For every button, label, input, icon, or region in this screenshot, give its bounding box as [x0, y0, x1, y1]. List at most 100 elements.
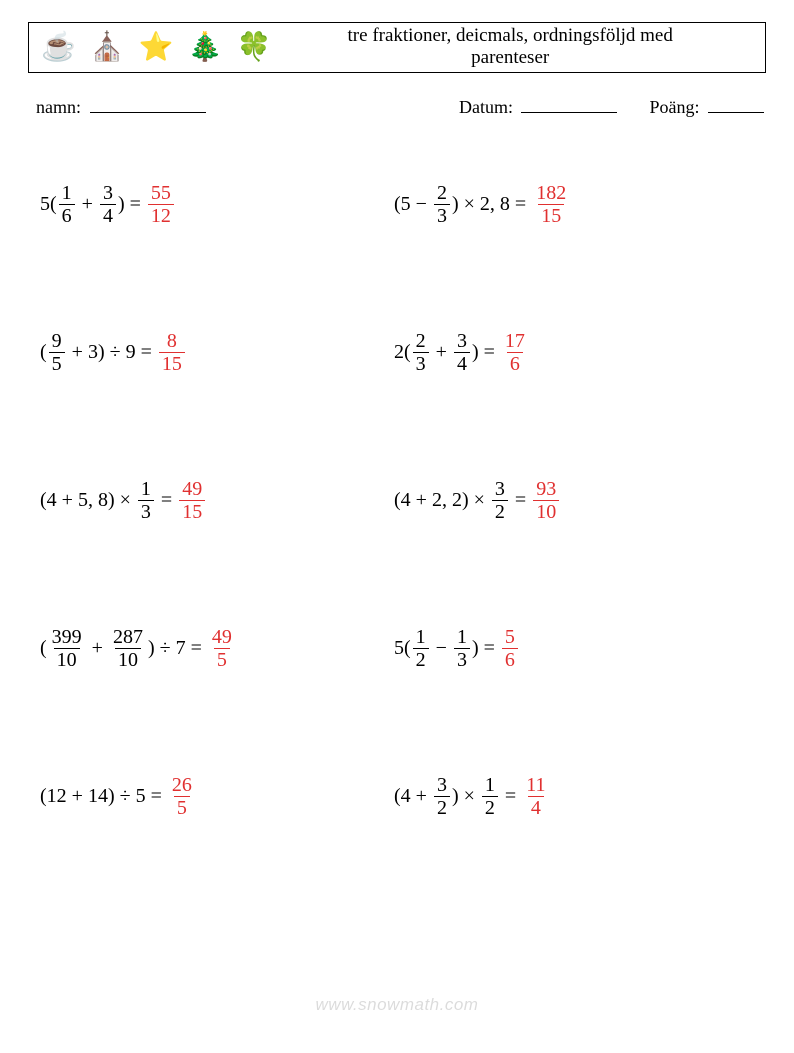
denominator: 4	[528, 796, 544, 818]
problems-grid: 5(16+34)=5512(5−23)×2, 8=18215(95+3)÷9=8…	[36, 130, 764, 870]
date-blank[interactable]	[521, 94, 617, 113]
expr-text: )	[472, 341, 479, 364]
meta-date: Datum:	[459, 94, 618, 118]
operator: =	[191, 637, 202, 660]
operator: ×	[464, 785, 475, 808]
denominator: 15	[538, 204, 564, 226]
fraction: 34	[454, 331, 470, 374]
answer-fraction: 4915	[179, 479, 205, 522]
answer-fraction: 265	[169, 775, 195, 818]
denominator: 10	[115, 648, 141, 670]
operator: ×	[464, 193, 475, 216]
problem-row: (4+5, 8)×13=4915(4+2, 2)×32=9310	[36, 426, 764, 574]
numerator: 1	[454, 627, 470, 648]
denominator: 2	[434, 796, 450, 818]
numerator: 1	[138, 479, 154, 500]
numerator: 55	[148, 183, 174, 204]
meta-row: namn: Datum: Poäng:	[36, 94, 764, 118]
problem-cell: (95+3)÷9=815	[36, 331, 404, 374]
fraction: 95	[49, 331, 65, 374]
answer-fraction: 18215	[533, 183, 569, 226]
operator: =	[130, 193, 141, 216]
operator: +	[436, 341, 447, 364]
denominator: 10	[54, 648, 80, 670]
expr-text: (	[40, 341, 47, 364]
numerator: 3	[100, 183, 116, 204]
meta-score: Poäng:	[649, 94, 764, 118]
operator: −	[416, 193, 427, 216]
denominator: 4	[454, 352, 470, 374]
worksheet-title: tre fraktioner, deicmals, ordningsföljd …	[271, 23, 765, 73]
problem-cell: (12+14)÷5=265	[36, 775, 404, 818]
denominator: 6	[59, 204, 75, 226]
score-blank[interactable]	[708, 94, 764, 113]
expr-text: 2(	[394, 341, 411, 364]
operator: =	[505, 785, 516, 808]
operator: +	[82, 193, 93, 216]
answer-fraction: 56	[502, 627, 518, 670]
header-box: ☕⛪⭐🎄🍀 tre fraktioner, deicmals, ordnings…	[28, 22, 766, 73]
expression: 2(23+34)=176	[394, 331, 530, 374]
fraction: 32	[434, 775, 450, 818]
numerator: 1	[482, 775, 498, 796]
operator: =	[484, 637, 495, 660]
denominator: 3	[434, 204, 450, 226]
operator: −	[436, 637, 447, 660]
expr-text: (4	[394, 489, 411, 512]
expr-text: 5(	[394, 637, 411, 660]
problem-cell: (4+32)×12=114	[394, 775, 758, 818]
numerator: 9	[49, 331, 65, 352]
expr-text: 2, 8	[480, 193, 510, 216]
denominator: 15	[179, 500, 205, 522]
denominator: 4	[100, 204, 116, 226]
denominator: 2	[413, 648, 429, 670]
name-label: namn:	[36, 97, 81, 117]
operator: ÷	[120, 785, 131, 808]
numerator: 5	[502, 627, 518, 648]
cup-icon: ☕	[41, 34, 76, 62]
numerator: 1	[413, 627, 429, 648]
numerator: 182	[533, 183, 569, 204]
operator: ×	[474, 489, 485, 512]
problem-cell: 2(23+34)=176	[394, 331, 758, 374]
denominator: 6	[502, 648, 518, 670]
denominator: 5	[49, 352, 65, 374]
problem-cell: (4+2, 2)×32=9310	[394, 479, 758, 522]
problem-row: (95+3)÷9=8152(23+34)=176	[36, 278, 764, 426]
fraction: 23	[413, 331, 429, 374]
date-label: Datum:	[459, 97, 513, 117]
numerator: 49	[209, 627, 235, 648]
star-icon: ⭐	[139, 34, 174, 62]
denominator: 3	[454, 648, 470, 670]
numerator: 17	[502, 331, 528, 352]
numerator: 26	[169, 775, 195, 796]
problem-cell: (39910+28710)÷7=495	[36, 627, 404, 670]
answer-fraction: 9310	[533, 479, 559, 522]
answer-fraction: 176	[502, 331, 528, 374]
operator: +	[416, 785, 427, 808]
expression: (4+5, 8)×13=4915	[40, 479, 207, 522]
title-line1: tre fraktioner, deicmals, ordningsföljd …	[348, 25, 673, 46]
name-blank[interactable]	[90, 94, 206, 113]
expression: (95+3)÷9=815	[40, 331, 187, 374]
operator: =	[161, 489, 172, 512]
numerator: 2	[413, 331, 429, 352]
denominator: 3	[413, 352, 429, 374]
answer-fraction: 495	[209, 627, 235, 670]
numerator: 2	[434, 183, 450, 204]
header-icons: ☕⛪⭐🎄🍀	[41, 34, 271, 62]
operator: ÷	[160, 637, 171, 660]
operator: =	[515, 489, 526, 512]
fraction: 28710	[110, 627, 146, 670]
expr-text: )	[452, 193, 459, 216]
numerator: 399	[49, 627, 85, 648]
score-label: Poäng:	[649, 97, 699, 117]
numerator: 3	[454, 331, 470, 352]
numerator: 8	[164, 331, 180, 352]
operator: +	[72, 341, 83, 364]
expr-text: )	[148, 637, 155, 660]
expr-text: (5	[394, 193, 411, 216]
operator: =	[515, 193, 526, 216]
expr-text: 5, 8)	[78, 489, 115, 512]
expression: (5−23)×2, 8= 18215	[394, 183, 571, 226]
